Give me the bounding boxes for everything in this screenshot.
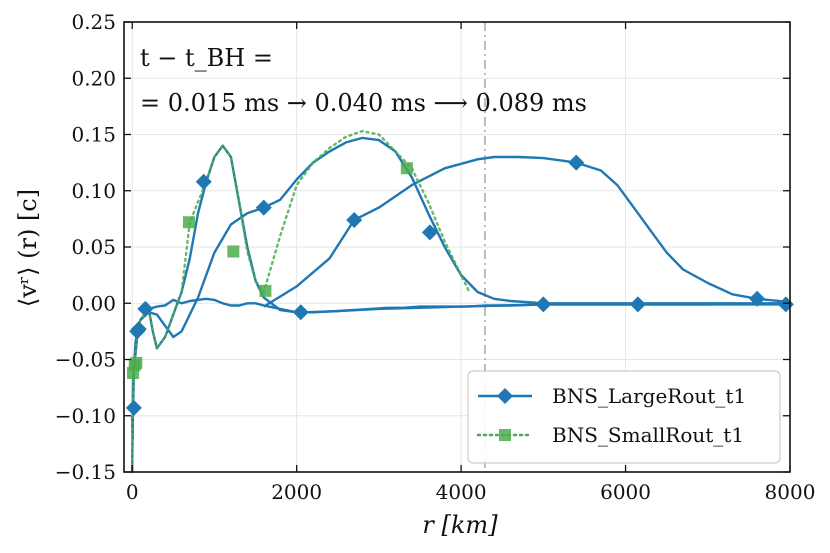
series-line-4 bbox=[130, 129, 471, 474]
legend: BNS_LargeRout_t1 BNS_SmallRout_t1 bbox=[467, 370, 781, 464]
y-tick-label: −0.10 bbox=[55, 404, 116, 428]
x-tick-label: 6000 bbox=[600, 480, 651, 504]
diamond-marker bbox=[346, 212, 363, 228]
diamond-marker bbox=[129, 323, 146, 340]
y-tick-label: 0.05 bbox=[71, 235, 116, 259]
diamond-marker bbox=[777, 296, 794, 313]
y-tick-label: 0.25 bbox=[71, 10, 116, 34]
diamond-marker bbox=[195, 173, 212, 190]
diamond-marker bbox=[255, 199, 272, 216]
diamond-marker bbox=[292, 304, 309, 321]
diamond-marker bbox=[535, 296, 552, 313]
x-tick-label: 2000 bbox=[271, 480, 322, 504]
diamond-marker bbox=[421, 224, 438, 241]
series-line-2 bbox=[139, 136, 790, 339]
legend-box bbox=[467, 370, 781, 464]
diamond-marker bbox=[749, 290, 766, 307]
x-tick-label: 0 bbox=[126, 480, 139, 504]
square-marker bbox=[227, 245, 240, 258]
diamond-marker bbox=[568, 154, 585, 171]
y-tick-label: 0.00 bbox=[71, 291, 116, 315]
y-tick-label: −0.05 bbox=[55, 348, 116, 372]
diamond-marker bbox=[137, 300, 154, 317]
y-tick-label: 0.10 bbox=[71, 179, 116, 203]
y-tick-label: 0.20 bbox=[71, 66, 116, 90]
x-tick-label: 4000 bbox=[436, 480, 487, 504]
y-tick-label: 0.15 bbox=[71, 123, 116, 147]
square-marker bbox=[400, 162, 413, 175]
annotation-line-1: t − t_BH = bbox=[140, 44, 273, 72]
legend-label-small: BNS_SmallRout_t1 bbox=[552, 423, 744, 447]
legend-label-large: BNS_LargeRout_t1 bbox=[552, 384, 746, 408]
y-tick-label: −0.15 bbox=[55, 460, 116, 484]
x-tick-label: 8000 bbox=[765, 480, 816, 504]
series-line-3 bbox=[263, 155, 791, 308]
square-marker bbox=[130, 356, 143, 369]
square-marker bbox=[259, 284, 272, 297]
legend-diamond-marker bbox=[497, 388, 513, 404]
annotation-line-2: = 0.015 ms → 0.040 ms ⟶ 0.089 ms bbox=[140, 89, 587, 117]
square-marker bbox=[182, 216, 195, 229]
y-axis-title: ⟨vʳ⟩ (r) [c] bbox=[14, 189, 42, 307]
axis-ticks: 0 2000 4000 6000 8000 −0.15 −0.10 −0.05 0.00 0.05… bbox=[55, 10, 816, 504]
x-axis-title: r [km] bbox=[422, 511, 498, 539]
square-marker bbox=[127, 367, 140, 379]
series-markers bbox=[125, 154, 794, 416]
diamond-marker bbox=[125, 399, 142, 416]
diamond-marker bbox=[629, 296, 646, 313]
legend-square-marker bbox=[499, 429, 511, 441]
